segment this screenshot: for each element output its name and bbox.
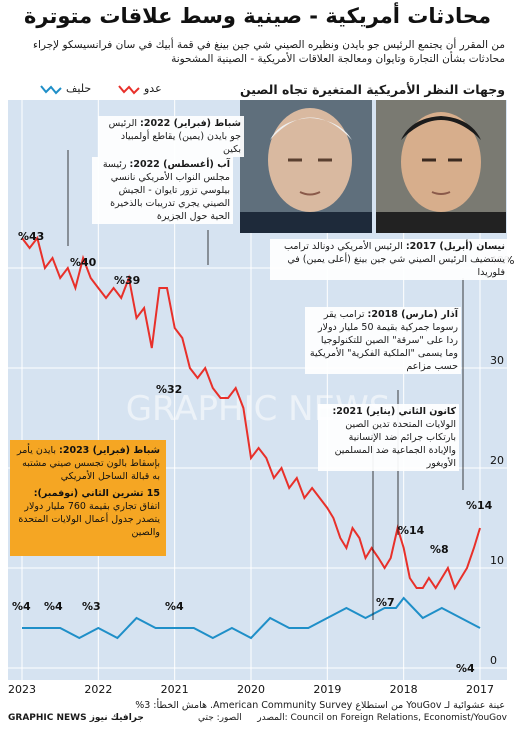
- xi-portrait-icon: [376, 100, 506, 233]
- annotation-aug2022: آب (أغسطس) 2022: رئيسة مجلس النواب الأمر…: [92, 157, 233, 224]
- annotation-jan2021-head: كانون الثاني (يناير) 2021:: [332, 406, 456, 417]
- label-ally-2021: %4: [165, 600, 184, 613]
- photo-xi: [376, 100, 506, 233]
- annotation-feb2022: شباط (فبراير) 2022: الرئيس جو بايدن (يمي…: [98, 116, 244, 157]
- highlight-box-2023: شباط (فبراير) 2023: بايدن يأمر بإسقاط با…: [10, 440, 166, 556]
- legend-enemy-label: عدو: [144, 82, 162, 95]
- brand: GRAPHIC NEWS جرافيك نيوز: [8, 713, 144, 723]
- label-ally-2017: %4: [456, 662, 475, 675]
- annotation-nov2023: 15 تشرين الثاني (نوفمبر): اتفاق تجاري بق…: [16, 487, 160, 539]
- photo-credit: الصور: جتي: [198, 713, 242, 723]
- enemy-value-labels: %43 %40 %39 %32 %14 %8 %14: [18, 230, 493, 556]
- legend-enemy: عدو: [118, 82, 162, 95]
- annotation-apr2017: نيسان (أبريل) 2017: الرئيس الأمريكي دونا…: [270, 239, 508, 280]
- page-title: محادثات أمريكية - صينية وسط علاقات متوتر…: [24, 4, 491, 28]
- annotation-feb2022-head: شباط (فبراير) 2022:: [140, 118, 241, 129]
- annotation-aug2022-head: آب (أغسطس) 2022:: [129, 159, 230, 170]
- enemy-series-line: [21, 235, 481, 591]
- legend-ally: حليف: [40, 82, 91, 95]
- label-enemy-2021: %32: [156, 383, 182, 396]
- annotation-feb2023-head: شباط (فبراير) 2023:: [59, 445, 160, 456]
- x-tick-label: 2018: [390, 683, 418, 696]
- annotation-feb2023-body: بايدن يأمر بإسقاط بالون تجسس صيني مشتبه …: [16, 445, 160, 482]
- x-axis-ticks: 2017 2018 2019 2020 2021 2022 2023: [8, 683, 494, 696]
- y-tick-label: 30: [490, 354, 504, 367]
- ally-swatch-icon: [40, 84, 62, 94]
- annotation-feb2023: شباط (فبراير) 2023: بايدن يأمر بإسقاط با…: [16, 444, 160, 483]
- annotation-aug2022-body: رئيسة مجلس النواب الأمريكي نانسي بيلوسي …: [102, 159, 230, 222]
- y-tick-label: 10: [490, 554, 504, 567]
- x-tick-label: 2019: [313, 683, 341, 696]
- annotation-apr2017-body: الرئيس الأمريكي دونالد ترامب يستضيف الرئ…: [284, 241, 505, 278]
- ally-series-line: [22, 596, 481, 640]
- sample-note: عينة عشوائية لـ YouGov من استطلاع Americ…: [135, 700, 505, 711]
- x-tick-label: 2017: [466, 683, 494, 696]
- annotation-nov2023-head: 15 تشرين الثاني (نوفمبر):: [33, 488, 160, 499]
- label-ally-2023: %4: [12, 600, 31, 613]
- biden-portrait-icon: [240, 100, 372, 233]
- y-tick-label: 0: [490, 654, 497, 667]
- annotation-feb2022-body: الرئيس جو بايدن (يمين) يقاطع أولمبياد بك…: [108, 118, 241, 155]
- annotation-apr2017-head: نيسان (أبريل) 2017:: [405, 241, 505, 252]
- annotation-mar2018: آذار (مارس) 2018: ترامب يقر رسوما جمركية…: [305, 307, 461, 374]
- annotation-mar2018-head: آذار (مارس) 2018:: [367, 309, 458, 320]
- label-enemy-2017: %14: [466, 499, 493, 512]
- x-tick-label: 2020: [237, 683, 265, 696]
- legend: حليف عدو: [10, 80, 270, 98]
- label-enemy-2018: %14: [398, 524, 425, 537]
- label-enemy-2021-early: %39: [114, 274, 140, 287]
- x-tick-label: 2022: [84, 683, 112, 696]
- source: المصدر: Council on Foreign Relations, Ec…: [257, 713, 507, 723]
- ally-value-labels: %7 %4 %4 %3 %4 %4: [12, 596, 475, 675]
- annotation-mar2018-body: ترامب يقر رسوما جمركية بقيمة 50 مليار دو…: [309, 309, 458, 372]
- label-ally-2018: %7: [376, 596, 395, 609]
- x-tick-label: 2021: [161, 683, 189, 696]
- label-ally-2022b: %3: [82, 600, 101, 613]
- legend-ally-label: حليف: [66, 82, 92, 95]
- annotation-nov2023-body: اتفاق تجاري بقيمة 760 مليار دولار يتصدر …: [18, 501, 160, 538]
- panel-title: وجهات النظر الأمريكية المتغيرة تجاه الصي…: [239, 82, 505, 97]
- annotation-jan2021: كانون الثاني (يناير) 2021: الولايات المت…: [318, 404, 459, 471]
- label-enemy-2022: %40: [70, 256, 97, 269]
- photo-biden: [240, 100, 372, 233]
- label-enemy-2023: %43: [18, 230, 44, 243]
- label-enemy-2017-low: %8: [430, 543, 449, 556]
- enemy-swatch-icon: [118, 84, 140, 94]
- x-tick-label: 2023: [8, 683, 36, 696]
- annotation-jan2021-body: الولايات المتحدة تدين الصين بارتكاب جرائ…: [334, 419, 456, 469]
- subtitle: من المقرر أن يجتمع الرئيس جو بايدن ونظير…: [33, 39, 505, 65]
- y-tick-label: 20: [490, 454, 504, 467]
- label-ally-2022: %4: [44, 600, 63, 613]
